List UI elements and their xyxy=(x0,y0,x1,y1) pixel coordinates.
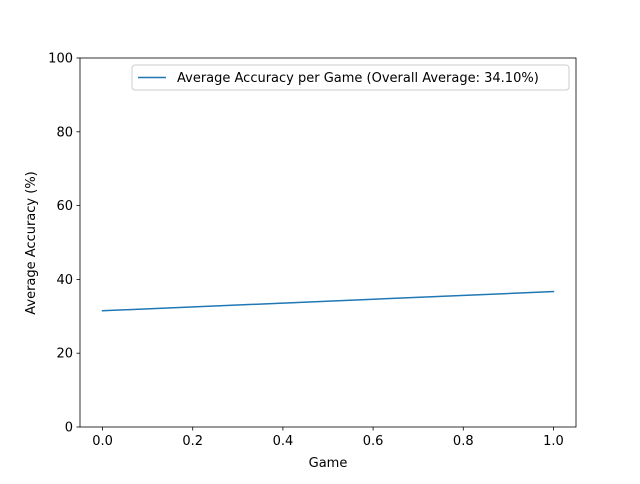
legend: Average Accuracy per Game (Overall Avera… xyxy=(131,64,570,91)
x-axis-label: Game xyxy=(309,456,348,471)
x-tick-label: 0.4 xyxy=(273,434,294,449)
y-tick-label: 60 xyxy=(56,199,73,214)
x-tick-label: 0.6 xyxy=(363,434,384,449)
x-tick-label: 0.0 xyxy=(92,434,113,449)
axes-frame xyxy=(79,57,577,428)
series-line-0 xyxy=(101,290,555,312)
y-tick-label: 0 xyxy=(65,421,73,436)
y-axis-label: Average Accuracy (%) xyxy=(24,171,39,315)
plot-layer: 0.0 0.2 0.4 0.6 0.8 1.0 0 20 40 60 80 100 xyxy=(48,52,577,449)
x-tick-label: 0.2 xyxy=(182,434,203,449)
x-tick-label: 1.0 xyxy=(543,434,564,449)
legend-box xyxy=(131,64,570,91)
y-tick-label: 40 xyxy=(56,273,73,288)
y-tick-label: 100 xyxy=(48,52,73,67)
y-tick-label: 80 xyxy=(56,125,73,140)
legend-label-0: Average Accuracy per Game (Overall Avera… xyxy=(177,71,539,86)
y-tick-label: 20 xyxy=(56,347,73,362)
x-tick-label: 0.8 xyxy=(453,434,474,449)
